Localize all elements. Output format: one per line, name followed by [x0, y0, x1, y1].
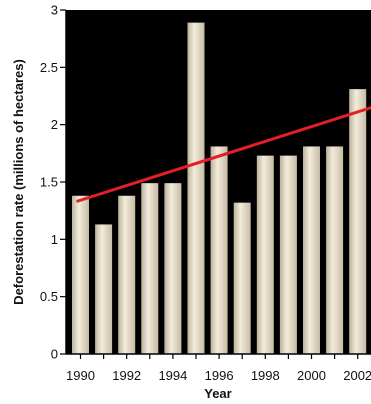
y-tick-label: 1	[51, 232, 58, 247]
x-tick-label-1990: 1990	[66, 368, 95, 383]
bar-2002	[349, 89, 367, 355]
bar-1991	[95, 224, 113, 354]
bar-1994	[164, 183, 182, 354]
y-axis-title: Deforestation rate (millions of hectares…	[11, 59, 26, 305]
bar-2001	[326, 146, 344, 354]
bar-1992	[118, 195, 136, 354]
y-tick-label: 0.5	[40, 289, 58, 304]
x-tick-label-1998: 1998	[251, 368, 280, 383]
y-tick-label: 1.5	[40, 175, 58, 190]
bar-2000	[303, 146, 320, 354]
bar-1999	[279, 155, 297, 354]
trend-line	[76, 106, 371, 203]
y-tick-label: 0	[51, 347, 58, 362]
x-tick-label-1994: 1994	[158, 368, 187, 383]
x-tick-label-1996: 1996	[205, 368, 234, 383]
x-axis-title: Year	[204, 386, 231, 401]
bar-1996	[210, 146, 228, 354]
x-tick-label-1992: 1992	[112, 368, 141, 383]
bar-1998	[256, 155, 274, 354]
y-tick-label: 2.5	[40, 60, 58, 75]
x-tick-label-2002: 2002	[343, 368, 371, 383]
x-tick-label-2000: 2000	[297, 368, 326, 383]
bar-1993	[141, 183, 159, 354]
bar-1990	[72, 195, 89, 354]
y-tick-label: 2	[51, 117, 58, 132]
y-tick-label: 3	[51, 3, 58, 18]
bar-1995	[187, 22, 205, 354]
bar-1997	[233, 202, 251, 354]
